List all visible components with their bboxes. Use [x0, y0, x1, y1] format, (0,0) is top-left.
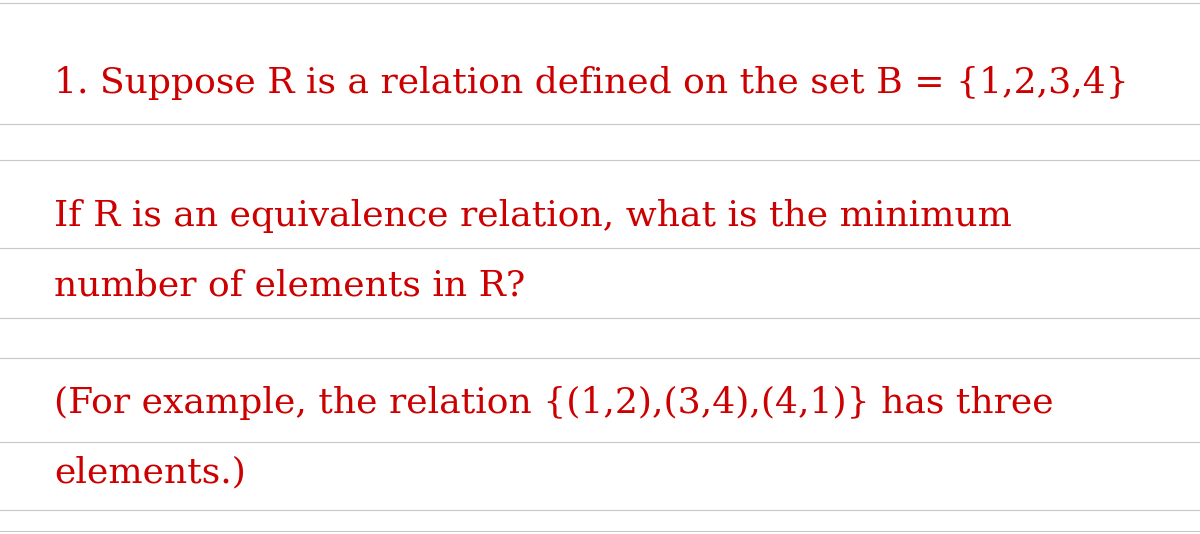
- Text: elements.): elements.): [54, 456, 246, 490]
- Text: 1. Suppose R is a relation defined on the set B = {1,2,3,4}: 1. Suppose R is a relation defined on th…: [54, 66, 1129, 100]
- Text: If R is an equivalence relation, what is the minimum: If R is an equivalence relation, what is…: [54, 199, 1012, 233]
- Text: (For example, the relation {(1,2),(3,4),(4,1)} has three: (For example, the relation {(1,2),(3,4),…: [54, 386, 1054, 420]
- Text: number of elements in R?: number of elements in R?: [54, 269, 526, 303]
